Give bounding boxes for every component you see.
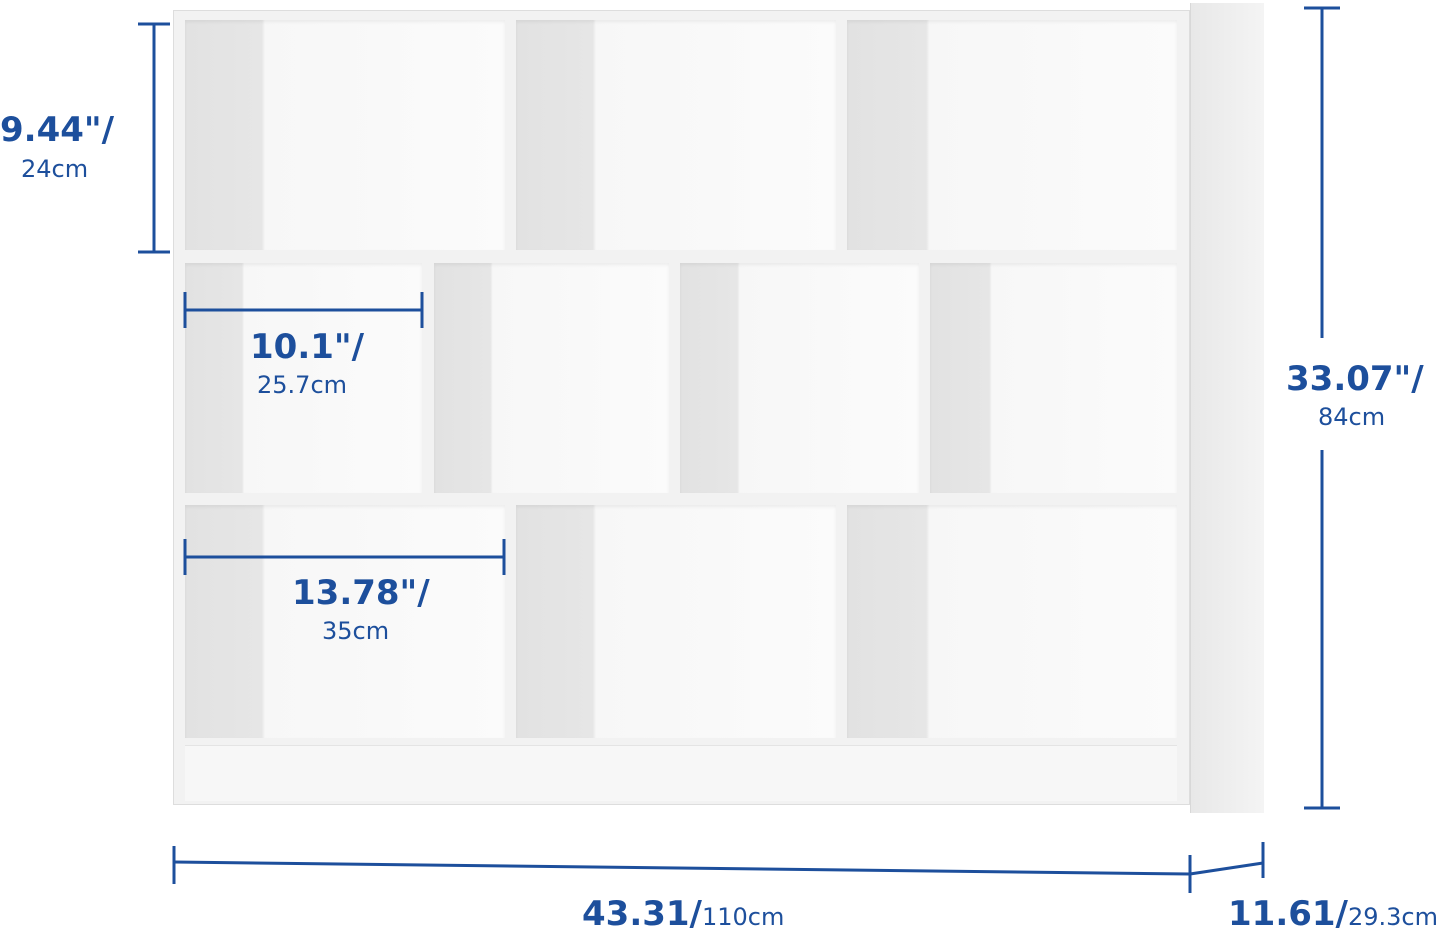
total-height-line (1304, 6, 1340, 810)
total-width-line (172, 846, 1192, 893)
total-width-inch: 43.31/ (582, 894, 702, 934)
cubby (434, 263, 669, 493)
bookcase-side-panel (1190, 3, 1264, 813)
middle-width-cm: 25.7cm (257, 371, 348, 399)
depth-inch: 11.61/ (1228, 894, 1348, 934)
total-width-cm: 110cm (701, 903, 785, 931)
cubby (185, 263, 422, 493)
total-height-cm: 84cm (1318, 403, 1386, 431)
total-width-label: 43.31/110cm (582, 897, 784, 931)
cubby (185, 505, 505, 738)
depth-label: 11.61/29.3cm (1228, 897, 1438, 931)
cubby (847, 505, 1177, 738)
cubby (516, 20, 836, 250)
cubby (680, 263, 919, 493)
middle-width-line (183, 292, 424, 328)
cubby (185, 20, 505, 250)
top-shelf-height-line (138, 22, 170, 254)
middle-width-inch: 10.1"/ (250, 327, 365, 367)
bottom-width-cm: 35cm (322, 617, 390, 645)
cubby (930, 263, 1177, 493)
depth-cm: 29.3cm (1347, 903, 1438, 931)
total-height-inch: 33.07"/ (1286, 359, 1424, 399)
top-shelf-height-cm: 24cm (21, 155, 89, 183)
bookcase-base (185, 745, 1177, 801)
cubby (847, 20, 1177, 250)
top-shelf-height-inch: 9.44"/ (0, 110, 115, 150)
bottom-width-inch: 13.78"/ (292, 573, 430, 613)
bottom-width-line (183, 539, 506, 575)
depth-line (1189, 842, 1265, 878)
cubby (516, 505, 836, 738)
